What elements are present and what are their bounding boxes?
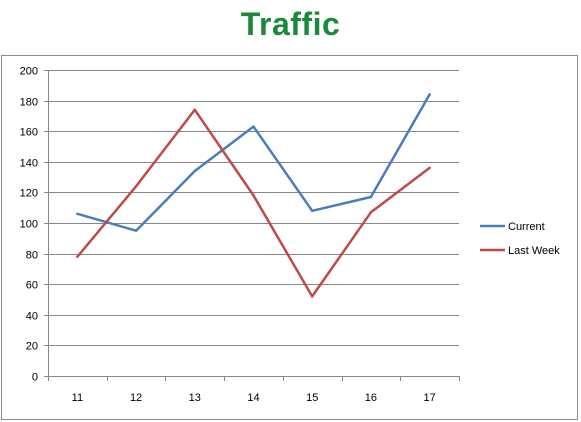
y-tick-labels: 0 20 40 60 80 100 120 140 160 180 200 xyxy=(20,66,38,384)
data-point xyxy=(428,166,431,170)
y-tick-label: 140 xyxy=(20,158,38,170)
data-point xyxy=(369,195,373,199)
chart-frame xyxy=(1,55,578,420)
y-tick-label: 80 xyxy=(26,250,38,262)
data-point xyxy=(193,169,196,173)
y-tick-label: 160 xyxy=(20,127,38,139)
legend-label: Last Week xyxy=(508,245,560,257)
data-point xyxy=(428,93,431,96)
series-lines xyxy=(76,93,431,298)
data-point xyxy=(193,108,196,111)
x-tick-label: 13 xyxy=(189,392,201,404)
x-tick-label: 17 xyxy=(424,392,436,404)
legend: Current Last Week xyxy=(480,221,560,257)
data-point xyxy=(76,212,79,216)
y-tick-label: 200 xyxy=(20,66,38,78)
x-tick-label: 14 xyxy=(247,392,259,404)
x-tick-labels: 11 12 13 14 15 16 17 xyxy=(72,392,436,404)
data-point xyxy=(134,185,138,188)
x-tick-label: 12 xyxy=(130,392,142,404)
y-tick-label: 180 xyxy=(20,97,38,109)
data-point xyxy=(252,194,255,197)
y-tick-label: 100 xyxy=(20,219,38,231)
data-point xyxy=(134,229,138,232)
x-tick-label: 16 xyxy=(365,392,377,404)
y-tick-label: 20 xyxy=(26,341,38,353)
legend-label: Current xyxy=(508,221,545,233)
data-point xyxy=(311,295,314,298)
chart-title: Traffic xyxy=(240,6,341,42)
data-point xyxy=(369,211,373,214)
x-tick-label: 15 xyxy=(306,392,318,404)
gridlines xyxy=(48,70,459,346)
y-tick-label: 0 xyxy=(32,372,38,384)
axes xyxy=(44,70,460,381)
x-tick-label: 11 xyxy=(72,392,83,404)
data-point xyxy=(252,125,255,128)
y-tick-label: 60 xyxy=(26,280,38,292)
y-tick-label: 40 xyxy=(26,311,38,323)
data-point xyxy=(311,209,314,212)
series-line-last-week xyxy=(76,108,431,298)
data-point xyxy=(76,255,79,258)
y-tick-label: 120 xyxy=(20,188,38,200)
